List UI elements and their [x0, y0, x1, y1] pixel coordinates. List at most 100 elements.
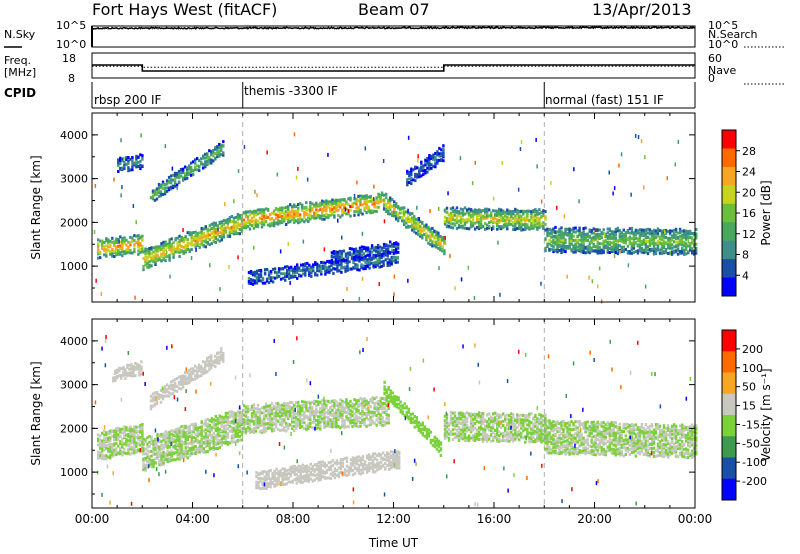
power-panel-cell	[119, 162, 122, 165]
velocity-panel-cell	[254, 411, 258, 414]
velocity-panel-cell	[345, 410, 348, 414]
velocity-panel-cell	[226, 432, 230, 435]
velocity-panel-cell	[121, 445, 124, 449]
velocity-panel-cell	[508, 423, 511, 427]
power-panel-cell	[558, 249, 561, 252]
velocity-panel-cell	[329, 423, 332, 427]
power-panel-cell	[125, 248, 128, 252]
power-panel-cell	[330, 268, 333, 272]
power-panel-cell	[121, 245, 124, 249]
power-panel-cell	[244, 224, 248, 228]
velocity-panel-cell	[371, 415, 374, 419]
velocity-panel-cell	[210, 428, 213, 432]
velocity-panel-cell	[152, 453, 155, 457]
velocity-panel-cell	[381, 423, 384, 427]
power-panel-cell	[206, 231, 209, 235]
power-panel-cell	[574, 230, 577, 234]
power-panel-cell	[520, 216, 523, 220]
power-panel-cell	[419, 224, 422, 228]
velocity-panel-cell	[500, 425, 503, 429]
power-panel-cell	[121, 240, 124, 244]
velocity-panel-cell	[453, 420, 457, 423]
power-panel-cell	[255, 275, 259, 279]
velocity-panel-cell	[287, 427, 290, 431]
power-panel-cell	[435, 240, 438, 244]
velocity-panel-cell	[270, 412, 274, 416]
power-panel-cell	[584, 233, 587, 236]
velocity-panel-cell	[514, 428, 517, 432]
velocity-panel-cell	[224, 420, 228, 424]
power-panel-cell	[364, 264, 367, 268]
velocity-panel-cell	[109, 431, 112, 435]
power-panel-cell	[334, 257, 338, 261]
power-panel-scatter	[454, 286, 456, 291]
velocity-panel-cell	[323, 425, 326, 429]
velocity-panel-cell	[99, 453, 102, 457]
power-panel-cell	[592, 245, 595, 248]
power-panel-cell	[178, 255, 181, 258]
power-panel-cell	[269, 279, 273, 283]
power-panel-cell	[337, 204, 340, 208]
velocity-panel-cell	[154, 452, 157, 456]
velocity-panel-cell	[293, 420, 296, 424]
velocity-panel-cell	[258, 430, 262, 434]
velocity-panel-cell	[123, 447, 126, 451]
velocity-panel-cell	[123, 442, 126, 446]
velocity-panel-cell	[144, 466, 147, 470]
velocity-panel-cell	[333, 404, 336, 408]
power-panel-cell	[255, 279, 259, 282]
velocity-panel-cell	[172, 433, 175, 437]
power-panel-cell	[194, 240, 197, 244]
velocity-panel-cell	[180, 435, 183, 438]
power-panel-cell	[672, 249, 676, 253]
power-panel-cell	[333, 206, 336, 210]
velocity-panel-cell	[379, 404, 382, 408]
velocity-panel-cell	[481, 437, 485, 441]
power-panel-cell	[428, 156, 431, 160]
velocity-panel-cell	[287, 422, 290, 426]
power-panel-scatter	[254, 189, 256, 194]
power-panel-cell	[610, 250, 613, 254]
power-panel-cell	[658, 237, 662, 241]
velocity-panel-cell	[206, 443, 209, 447]
velocity-panel-cell	[170, 452, 173, 456]
power-panel-cell	[236, 217, 240, 221]
velocity-panel-cell	[339, 402, 342, 406]
power-panel-cell	[364, 267, 367, 271]
velocity-panel-cell	[461, 419, 465, 423]
power-panel-cell	[131, 160, 134, 164]
velocity-panel-cell	[202, 447, 205, 451]
power-panel-cell	[644, 247, 648, 251]
velocity-panel-cell	[457, 421, 461, 425]
power-panel-cell	[682, 235, 686, 239]
velocity-panel-cell	[162, 458, 165, 462]
velocity-panel-cell	[244, 422, 248, 426]
power-panel-cell	[421, 234, 424, 237]
power-panel-cell	[253, 281, 257, 285]
power-panel-cell	[640, 233, 644, 237]
velocity-panel-cell	[206, 427, 209, 431]
velocity-panel-cell	[486, 437, 489, 441]
power-panel-cell	[604, 239, 607, 243]
power-panel-cell	[443, 251, 446, 255]
power-panel-cell	[496, 227, 499, 231]
power-panel-cell	[346, 264, 349, 268]
power-panel-cell	[536, 219, 539, 223]
power-panel-cell	[172, 252, 175, 256]
velocity-panel-cell	[457, 430, 461, 434]
velocity-panel-cell	[230, 436, 234, 440]
velocity-panel-cell	[232, 417, 236, 421]
power-panel-cell	[510, 212, 513, 216]
power-panel-scatter	[417, 154, 419, 159]
power-panel-cell	[652, 239, 656, 242]
power-panel-cell	[330, 251, 334, 255]
velocity-panel-cell	[461, 412, 465, 416]
power-panel-cell	[594, 237, 597, 241]
power-panel-cell	[374, 249, 378, 253]
power-panel-cell	[554, 239, 557, 243]
velocity-panel-cell	[317, 410, 320, 414]
velocity-panel-cell	[484, 432, 487, 436]
power-panel-cell	[131, 158, 134, 162]
velocity-panel-cell	[445, 420, 449, 424]
velocity-panel-cell	[162, 443, 165, 447]
